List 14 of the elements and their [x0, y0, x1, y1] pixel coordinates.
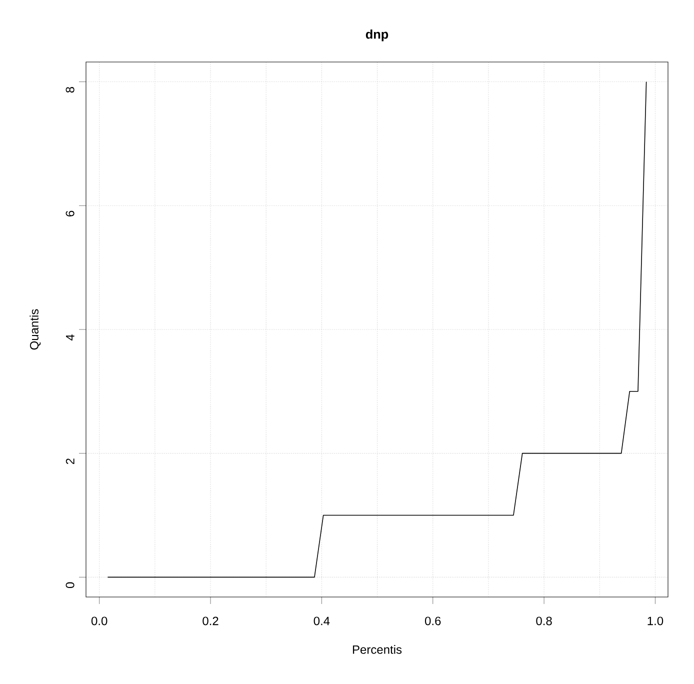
x-tick-label: 0.6	[424, 616, 441, 626]
y-tick-label: 6	[66, 210, 74, 216]
y-tick-label: 4	[66, 334, 74, 341]
y-tick-label: 2	[66, 458, 74, 464]
x-tick-label: 0.2	[202, 616, 218, 626]
x-tick-label: 0.4	[314, 616, 330, 626]
y-tick-label: 0	[66, 582, 74, 588]
x-tick-label: 1.0	[648, 616, 664, 626]
x-tick-label: 0.8	[536, 616, 552, 626]
x-tick-label: 0.0	[91, 616, 108, 626]
chart-title: dnp	[366, 29, 388, 42]
y-axis-title: Quantis	[30, 309, 41, 350]
y-tick-label: 8	[66, 86, 74, 93]
x-axis-title: Percentis	[352, 645, 402, 654]
